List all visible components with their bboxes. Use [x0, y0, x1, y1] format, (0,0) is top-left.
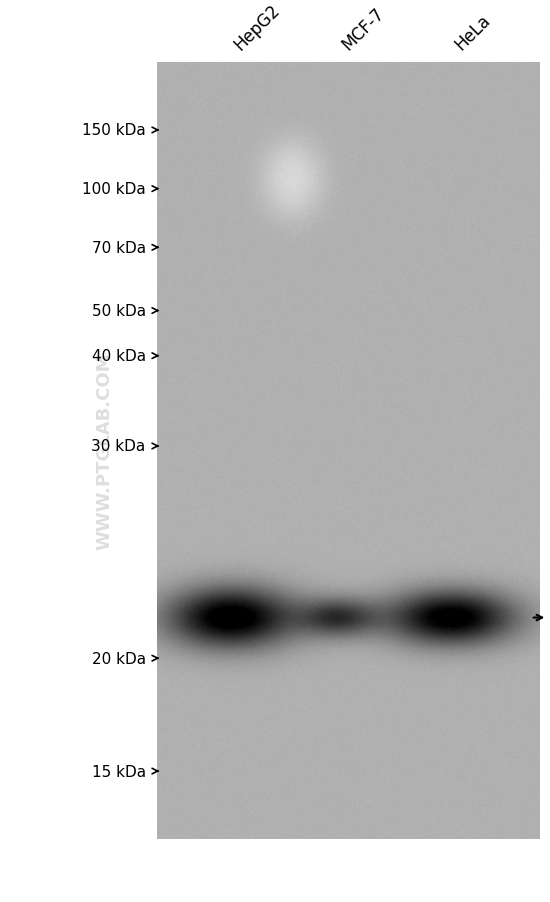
Text: 15 kDa: 15 kDa	[92, 764, 146, 778]
Text: HeLa: HeLa	[451, 12, 493, 54]
Text: 30 kDa: 30 kDa	[91, 439, 146, 454]
Text: HepG2: HepG2	[231, 1, 284, 54]
Text: 40 kDa: 40 kDa	[92, 349, 146, 364]
Text: WWW.PTGLAB.COM: WWW.PTGLAB.COM	[96, 353, 113, 549]
Text: 50 kDa: 50 kDa	[92, 304, 146, 318]
Text: 20 kDa: 20 kDa	[92, 651, 146, 666]
Text: MCF-7: MCF-7	[338, 5, 388, 54]
Text: 70 kDa: 70 kDa	[92, 241, 146, 255]
Text: 150 kDa: 150 kDa	[82, 124, 146, 138]
FancyBboxPatch shape	[157, 63, 539, 839]
Text: 100 kDa: 100 kDa	[82, 182, 146, 197]
